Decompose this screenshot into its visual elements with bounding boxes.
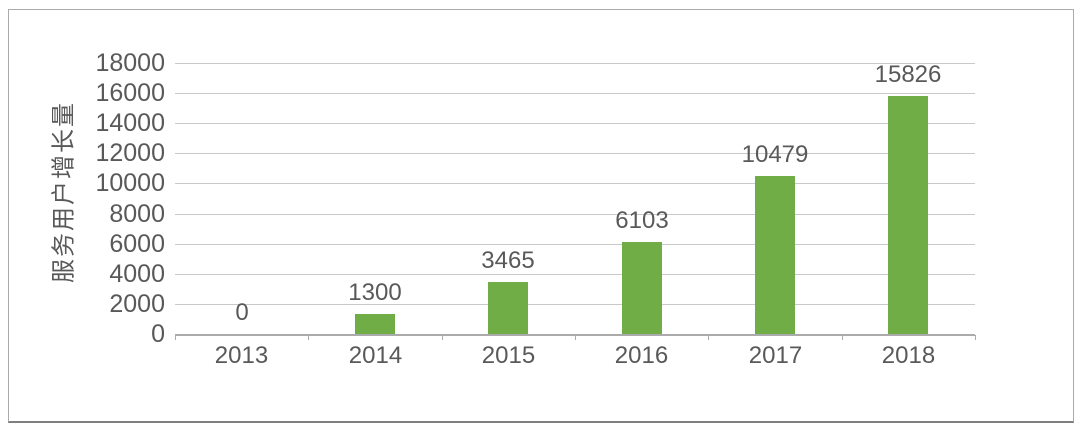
chart-frame	[8, 9, 1074, 423]
y-axis-title: 服务用户增长量	[50, 101, 78, 283]
